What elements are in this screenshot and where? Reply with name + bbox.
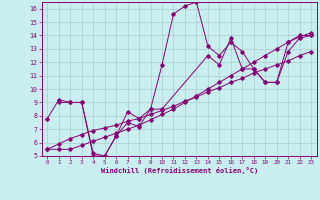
X-axis label: Windchill (Refroidissement éolien,°C): Windchill (Refroidissement éolien,°C): [100, 167, 258, 174]
